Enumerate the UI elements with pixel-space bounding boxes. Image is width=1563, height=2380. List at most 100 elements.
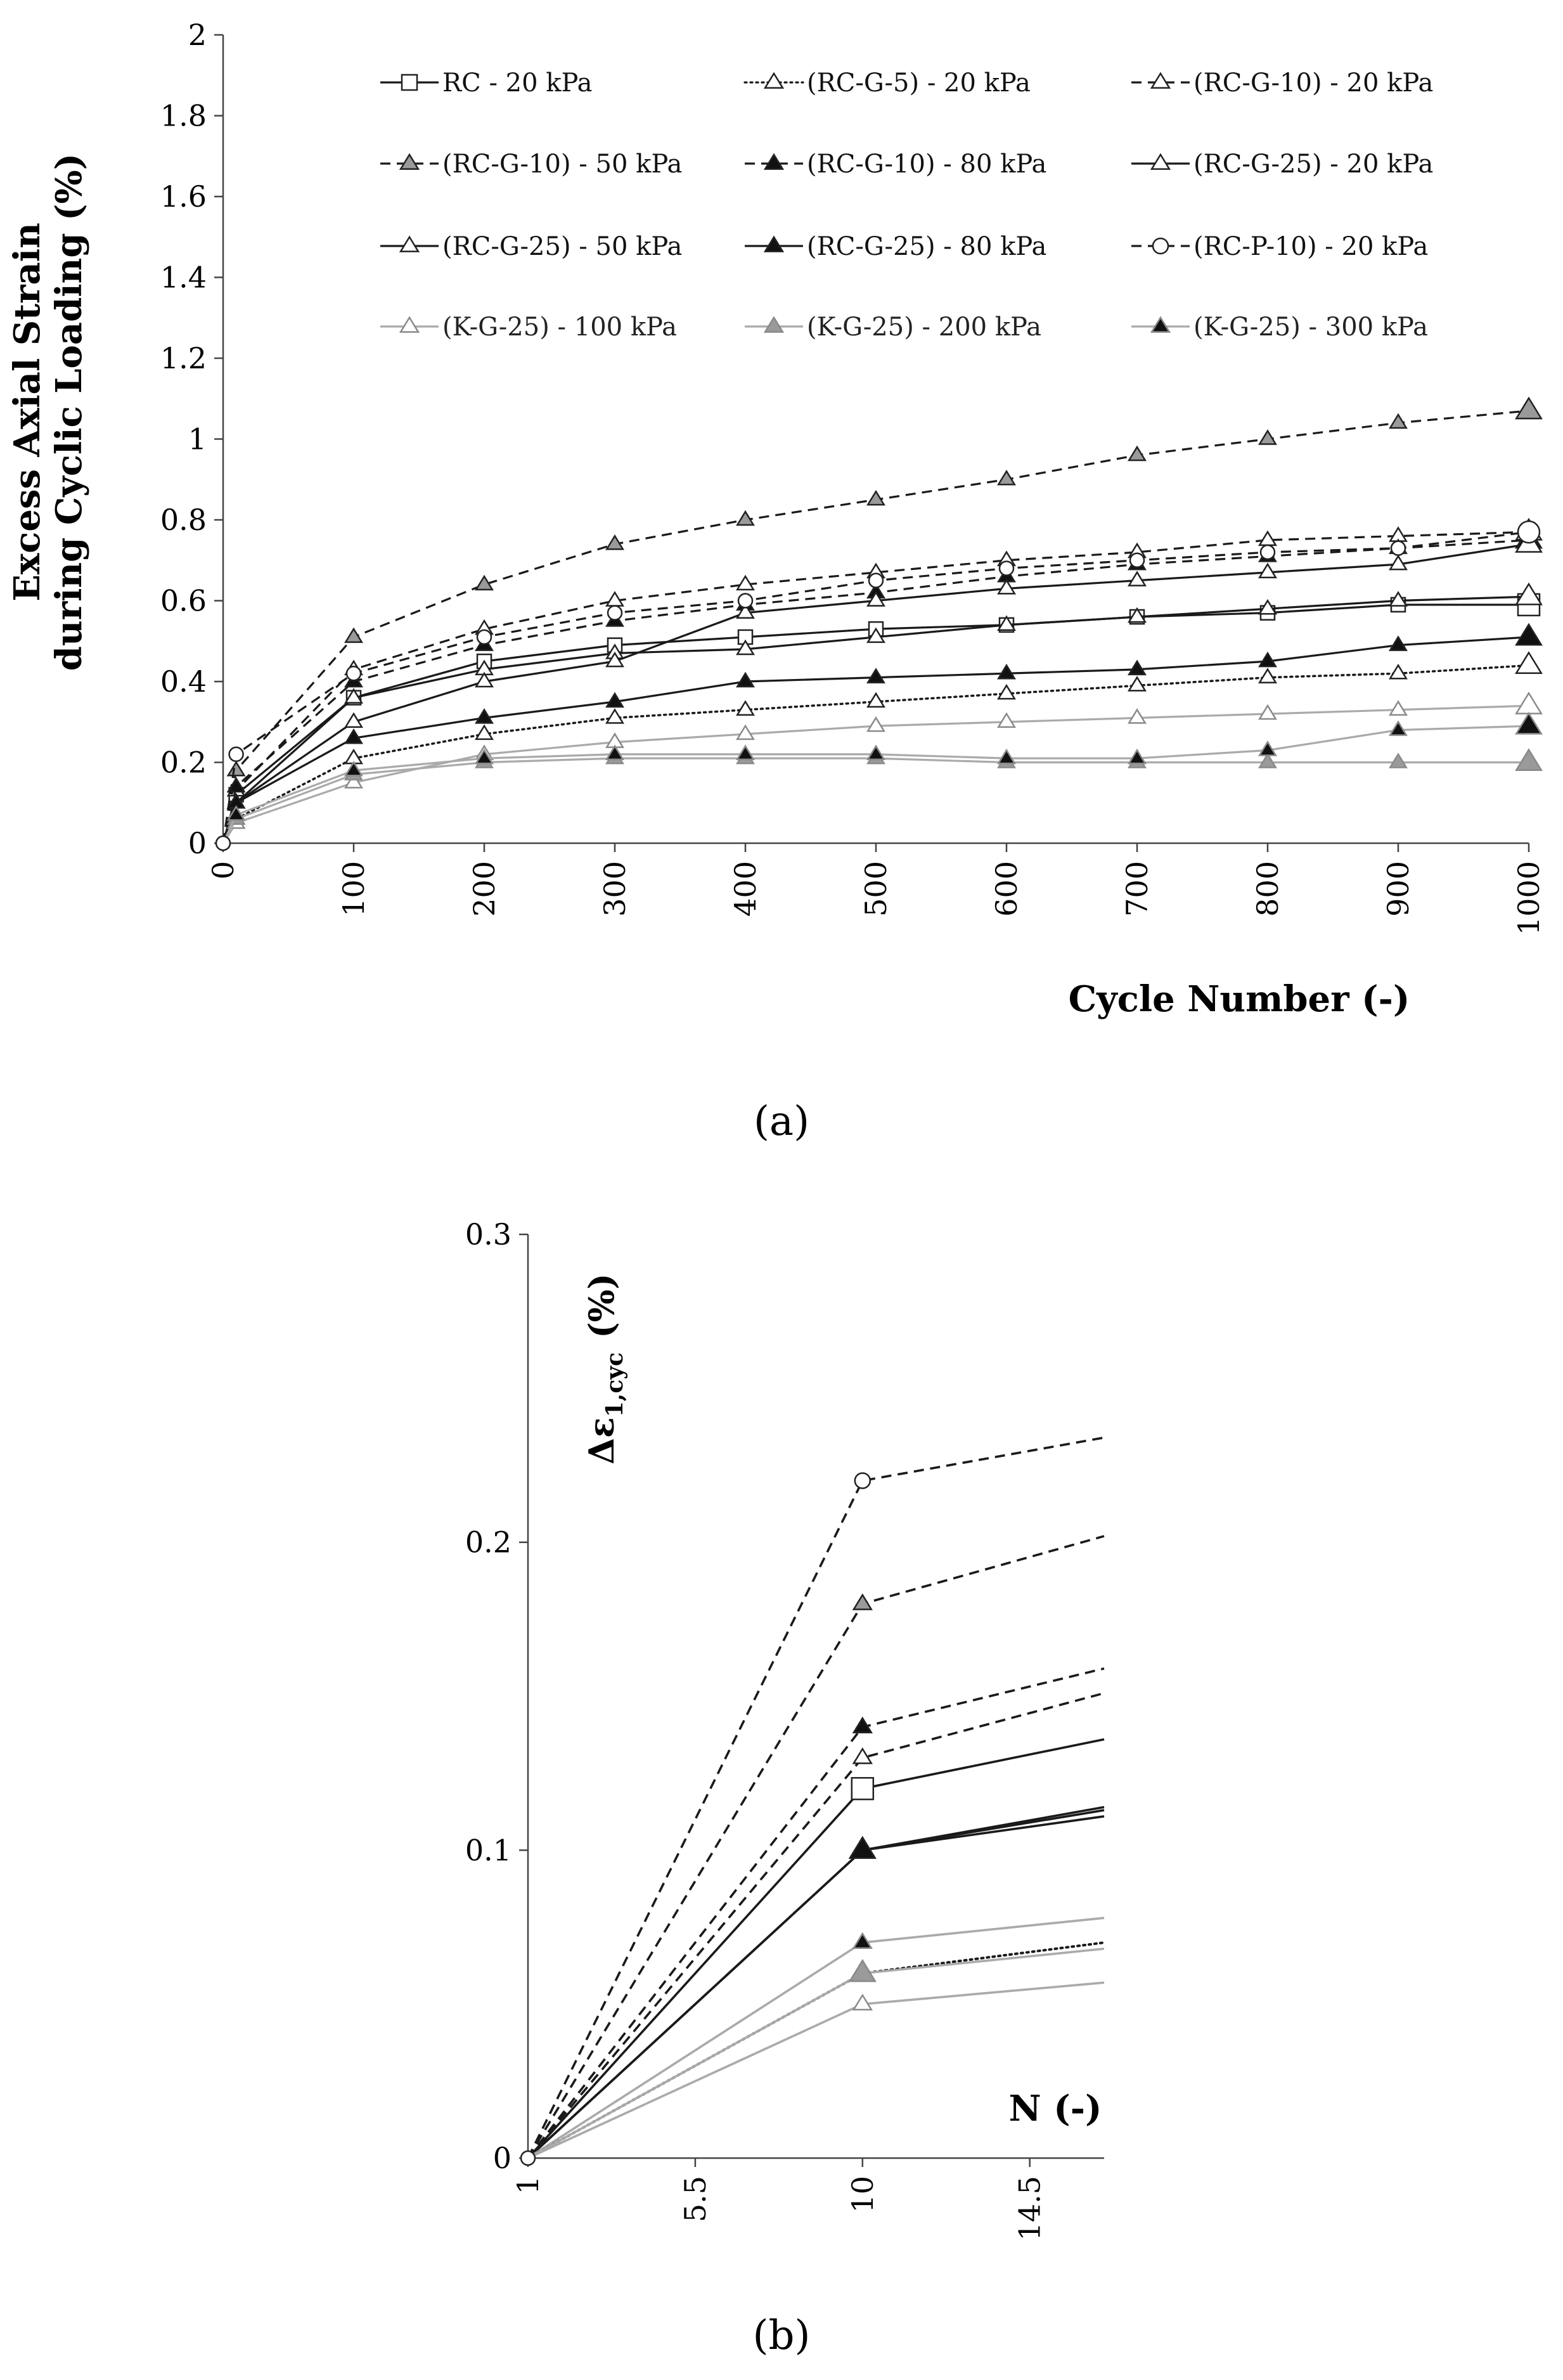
panel-b-y-tick-labels: 0 0.1 0.2 0.3: [465, 1217, 511, 2175]
legend-label: (RC-G-25) - 80 kPa: [807, 232, 1046, 261]
panel-a-data-point: [1128, 676, 1147, 692]
panel-a-data-point: [1258, 753, 1277, 768]
panel-a-data-point: [345, 666, 362, 682]
panel-a-data-point: [998, 560, 1015, 576]
panel-a-data-point: [605, 534, 624, 550]
legend-marker-swatch: [1150, 72, 1171, 89]
panel-a-data-point: [1517, 520, 1541, 544]
panel-b-x-tick-label: 5.5: [678, 2176, 712, 2222]
panel-a-data-point: [1258, 741, 1277, 756]
panel-b-series-line: [527, 1667, 1105, 2159]
legend-marker-swatch: [399, 316, 420, 333]
panel-a-data-point: [736, 603, 755, 619]
panel-a-data-point: [475, 748, 494, 765]
legend-entry: (RC-G-25) - 20 kPa: [1131, 150, 1433, 179]
panel-a-data-point: [228, 746, 244, 762]
panel-a-data-point: [1128, 748, 1147, 765]
legend-label: (RC-G-10) - 20 kPa: [1193, 68, 1433, 98]
panel-a-series-line: [222, 539, 1529, 844]
panel-a-data-point: [866, 716, 885, 732]
panel-a-data-point: [1389, 635, 1408, 651]
panel-a-legend: RC - 20 kPa (RC-G-5) - 20 kPa (RC-G-10) - …: [380, 68, 1433, 342]
panel-b-series-group: [527, 1667, 1105, 2159]
legend-marker-swatch: [763, 316, 785, 333]
panel-a-data-point: [866, 744, 885, 760]
panel-a-data-point: [344, 712, 363, 728]
panel-a-x-tick-label: 200: [467, 861, 501, 917]
panel-a-data-point: [1258, 429, 1277, 445]
legend-entry: (RC-P-10) - 20 kPa: [1131, 232, 1428, 261]
panel-a-data-point: [736, 724, 755, 741]
panel-a-x-tick-labels: 0 100 200 300 400 500 600 700 800 900 1000: [206, 861, 1546, 935]
panel-a-x-tick-label: 300: [598, 861, 632, 917]
legend-entry: (RC-G-10) - 50 kPa: [380, 150, 682, 179]
panel-a-y-tick-label: 0.8: [160, 503, 207, 537]
panel-b-y-tick-label: 0.1: [465, 1833, 511, 1867]
panel-a-series: [215, 396, 1543, 851]
panel-a-data-point: [997, 469, 1016, 486]
panel-a-x-tick-label: 600: [989, 861, 1024, 917]
panel-b-data-point: [852, 1593, 873, 1610]
panel-a-data-point: [736, 700, 755, 716]
panel-a-data-point: [344, 627, 363, 644]
panel-b-data-point: [852, 1716, 873, 1733]
panel-a-y-tick-label: 1.2: [160, 341, 207, 375]
panel-a-data-point: [1389, 663, 1408, 680]
panel-a-data-point: [1258, 704, 1277, 720]
legend-entry: (RC-G-10) - 80 kPa: [745, 150, 1046, 179]
legend-label: (RC-G-5) - 20 kPa: [807, 68, 1031, 98]
panel-a-data-point: [997, 683, 1016, 700]
legend-label: (K-G-25) - 100 kPa: [442, 313, 677, 342]
panel-a-series-line: [222, 704, 1529, 844]
panel-a-x-tick-label: 1000: [1512, 861, 1546, 935]
panel-a-data-point: [1128, 607, 1147, 623]
panel-a-data-point: [344, 688, 363, 704]
panel-b-data-point: [848, 1959, 877, 1982]
panel-a-data-point: [1258, 668, 1277, 683]
panel-b-data-point: [848, 1835, 877, 1859]
legend-label: (K-G-25) - 300 kPa: [1193, 313, 1428, 342]
panel-a-data-point: [344, 773, 363, 789]
panel-a-series-line: [222, 725, 1529, 844]
panel-b-series-group: [527, 1806, 1105, 2159]
panel-a-data-point: [605, 651, 624, 668]
panel-a-data-point: [736, 671, 755, 688]
legend-entry: RC - 20 kPa: [380, 68, 592, 98]
panel-a-series-line: [222, 595, 1529, 844]
panel-a-x-tick-label: 700: [1120, 861, 1154, 917]
panel-a-data-point: [866, 591, 885, 607]
panel-a-data-point: [1515, 623, 1543, 646]
panel-a-data-point: [1128, 659, 1147, 676]
panel-a-data-point: [476, 629, 492, 645]
panel-a-series-line: [222, 664, 1530, 844]
panel-a-data-point: [1389, 700, 1408, 716]
panel-a-data-point: [226, 760, 246, 777]
legend-marker-swatch: [763, 235, 785, 252]
panel-a-data-point: [997, 615, 1016, 631]
panel-a-y-tick-label: 1: [188, 422, 207, 456]
panel-b-data-point: [852, 1993, 873, 2011]
legend-entry: (RC-G-10) - 20 kPa: [1131, 68, 1433, 98]
legend-label: (K-G-25) - 200 kPa: [807, 313, 1041, 342]
legend-label: (RC-G-25) - 50 kPa: [442, 232, 682, 261]
panel-b-y-tick-label: 0.2: [465, 1525, 511, 1560]
legend-label: (RC-G-10) - 50 kPa: [442, 150, 682, 179]
panel-a-series-line: [222, 531, 1529, 844]
legend-marker-swatch: [399, 153, 420, 170]
panel-a-caption: (a): [754, 1098, 809, 1145]
panel-a-data-point: [997, 712, 1016, 728]
panel-b-series-group: [527, 1947, 1105, 2159]
panel-a-data-point: [1258, 530, 1277, 546]
panel-a-data-point: [997, 663, 1016, 680]
panel-b-y-label: Δε1,cyc (%): [581, 1274, 628, 1465]
panel-a-y-tick-label: 0.4: [160, 664, 207, 699]
legend-entry: (K-G-25) - 300 kPa: [1131, 313, 1428, 342]
panel-a-data-point: [1389, 554, 1408, 571]
panel-a-data-point: [868, 572, 884, 588]
panel-a-y-tick-label: 2: [188, 18, 207, 52]
panel-a-data-point: [1515, 582, 1543, 605]
panel-a-series-group: [222, 711, 1543, 844]
panel-b-y-label-sub: 1,cyc: [601, 1352, 628, 1417]
panel-a-data-point: [736, 639, 755, 656]
panel-a-series-group: [222, 396, 1543, 844]
